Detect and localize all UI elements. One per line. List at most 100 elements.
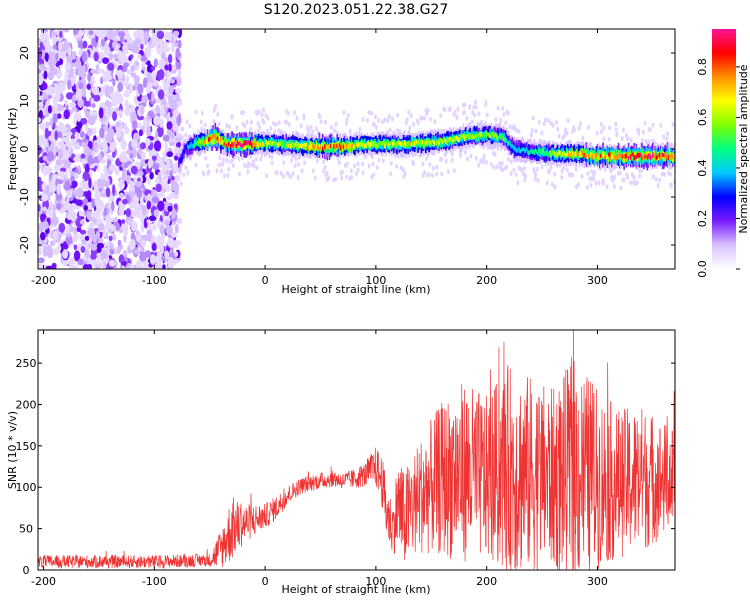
signal-cell [575, 148, 578, 157]
signal-cell [230, 143, 232, 149]
signal-halo [356, 161, 360, 167]
noise-speckle [122, 249, 128, 258]
noise-speckle [38, 68, 42, 74]
noise-speckle [53, 164, 61, 172]
signal-halo [353, 163, 357, 169]
signal-halo [428, 116, 432, 122]
noise-speckle [140, 104, 145, 115]
signal-cell [369, 142, 372, 148]
noise-speckle [171, 115, 177, 125]
signal-halo [549, 165, 553, 171]
noise-speckle [38, 110, 43, 119]
noise-speckle [133, 132, 140, 142]
noise-speckle [151, 188, 156, 197]
signal-cell [637, 152, 640, 158]
noise-speckle [123, 122, 128, 135]
signal-halo [274, 122, 278, 128]
signal-halo [640, 167, 644, 173]
noise-speckle [97, 153, 103, 162]
signal-cell [397, 141, 399, 146]
signal-cell [563, 151, 566, 160]
noise-speckle [130, 139, 138, 149]
signal-halo [399, 165, 403, 171]
noise-speckle [75, 199, 83, 206]
signal-cell [673, 154, 675, 158]
noise-speckle [59, 167, 67, 173]
signal-halo [474, 155, 478, 161]
noise-speckle [109, 141, 116, 153]
signal-halo [540, 130, 544, 136]
signal-halo [336, 156, 340, 162]
signal-cell [615, 149, 618, 161]
signal-cell [598, 154, 601, 159]
noise-speckle [66, 131, 73, 137]
noise-speckle [43, 141, 49, 148]
signal-halo [323, 165, 327, 171]
noise-speckle [100, 172, 104, 180]
signal-halo [554, 119, 558, 125]
signal-cell [503, 137, 506, 143]
noise-speckle [67, 47, 72, 54]
noise-speckle [40, 192, 49, 202]
signal-halo [620, 136, 624, 142]
signal-cell [296, 142, 299, 151]
noise-speckle [47, 151, 55, 162]
signal-cell [271, 141, 273, 146]
signal-cell [339, 145, 342, 151]
signal-halo [493, 152, 497, 158]
noise-speckle [130, 111, 137, 121]
noise-speckle [57, 171, 65, 177]
signal-cell [387, 142, 389, 146]
signal-cell [349, 143, 352, 148]
noise-speckle [42, 245, 48, 257]
signal-cell [358, 141, 361, 146]
signal-cell [607, 153, 610, 163]
signal-halo [516, 180, 520, 186]
signal-cell [402, 143, 405, 148]
signal-halo [314, 126, 318, 132]
noise-speckle [83, 197, 89, 206]
noise-speckle [140, 151, 146, 160]
noise-speckle [154, 38, 160, 48]
signal-cell [191, 144, 193, 149]
signal-halo [407, 109, 411, 115]
signal-cell [654, 153, 656, 161]
noise-speckle [151, 224, 157, 232]
signal-cell [595, 152, 598, 157]
signal-halo [219, 168, 223, 174]
noise-speckle [61, 137, 69, 143]
signal-cell [587, 154, 590, 159]
signal-cell [482, 132, 485, 141]
signal-cell [253, 142, 255, 148]
signal-halo [214, 103, 218, 109]
signal-cell [572, 152, 574, 156]
signal-cell [566, 150, 569, 155]
signal-cell [398, 140, 401, 150]
noise-speckle [104, 224, 110, 231]
signal-halo [345, 117, 349, 123]
noise-speckle [145, 87, 151, 94]
signal-halo [577, 182, 581, 188]
signal-halo [530, 127, 534, 133]
signal-halo [479, 158, 483, 164]
signal-cell [331, 143, 334, 153]
signal-cell [601, 152, 603, 157]
signal-halo [313, 175, 317, 181]
signal-cell [492, 132, 495, 138]
signal-cell [177, 159, 180, 164]
signal-halo [356, 167, 360, 173]
signal-cell [646, 155, 649, 160]
noise-speckle [134, 37, 141, 45]
noise-speckle [61, 198, 65, 205]
noise-speckle [164, 57, 170, 63]
signal-cell [329, 143, 332, 149]
signal-cell [378, 141, 381, 147]
noise-speckle [38, 95, 44, 106]
signal-halo [327, 176, 331, 182]
spectrogram-y-label: Frequency (Hz) [6, 108, 19, 191]
signal-cell [586, 149, 589, 159]
signal-cell [505, 138, 508, 143]
signal-cell [214, 134, 217, 139]
